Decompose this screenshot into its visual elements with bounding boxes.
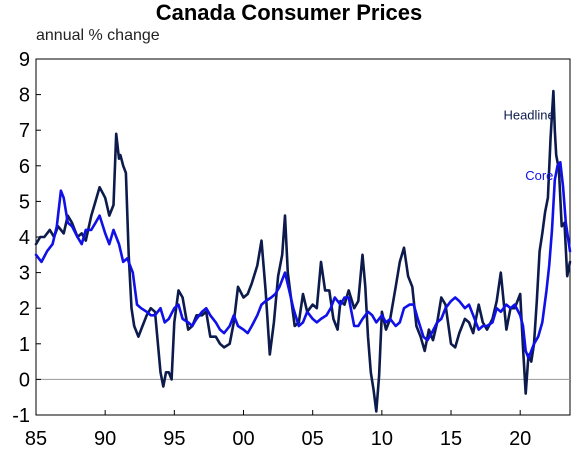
chart-subtitle: annual % change <box>36 27 160 44</box>
x-tick-label: 10 <box>371 428 393 450</box>
x-tick-label: 15 <box>440 428 462 450</box>
series-layer <box>34 89 572 413</box>
x-tick-label: 85 <box>25 428 47 450</box>
x-tick-label: 95 <box>163 428 185 450</box>
series-label-headline: Headline <box>503 108 554 123</box>
y-tick-label: -1 <box>12 405 30 427</box>
x-axis: 85 90 95 00 05 10 15 20 <box>25 410 531 450</box>
x-tick-label: 00 <box>232 428 254 450</box>
y-tick-label: 5 <box>19 191 30 213</box>
y-tick-label: 6 <box>19 156 30 178</box>
y-tick-label: 1 <box>19 334 30 356</box>
y-tick-label: 7 <box>19 120 30 142</box>
series-label-core: Core <box>525 168 553 183</box>
y-tick-label: 9 <box>19 49 30 71</box>
series-line-headline <box>34 89 572 413</box>
y-tick-label: 4 <box>19 227 30 249</box>
y-tick-label: 8 <box>19 85 30 107</box>
series-line-core <box>34 160 572 360</box>
x-tick-label: 90 <box>94 428 116 450</box>
y-axis: -1 0 1 2 3 4 5 6 7 8 9 <box>12 49 41 427</box>
x-tick-label: 20 <box>509 428 531 450</box>
y-tick-label: 2 <box>19 298 30 320</box>
y-tick-label: 0 <box>19 369 30 391</box>
x-tick-label: 05 <box>302 428 324 450</box>
y-tick-label: 3 <box>19 263 30 285</box>
chart-title: Canada Consumer Prices <box>155 0 423 25</box>
series-labels: Headline Core <box>503 108 554 184</box>
